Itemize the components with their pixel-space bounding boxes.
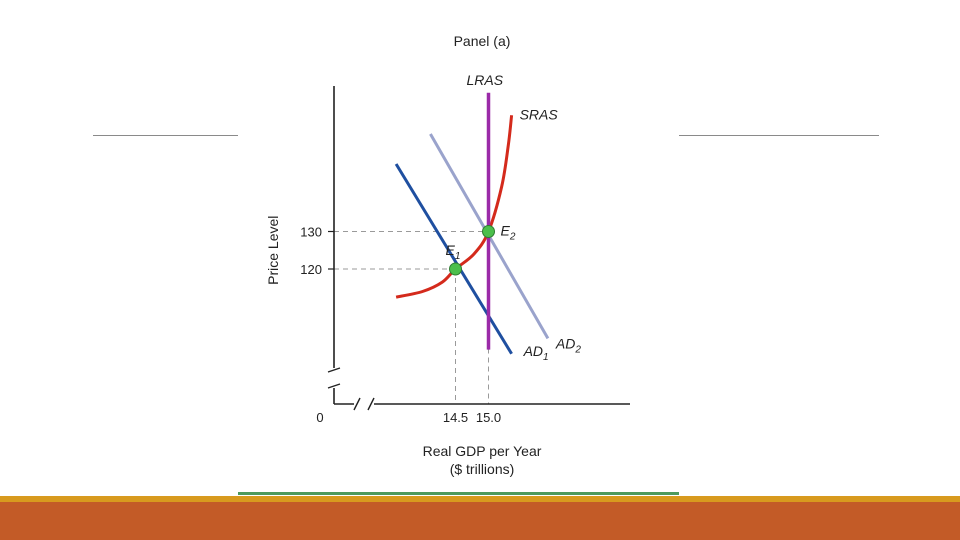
- sras-label: SRAS: [520, 106, 559, 122]
- lras-label: LRAS: [467, 72, 504, 88]
- x-tick-label: 14.5: [443, 410, 468, 425]
- guide-lines: [334, 231, 489, 404]
- ad1-label: AD1: [523, 343, 549, 363]
- y-tick-label: 120: [300, 262, 322, 277]
- e2-label: E2: [501, 223, 516, 243]
- series-labels: AD1 AD2 SRAS LRAS: [467, 72, 582, 363]
- ad-as-chart: Panel (a) Price Level Real GDP per Year …: [265, 33, 630, 477]
- y-tick-label: 130: [300, 225, 322, 240]
- x-axis-break-mark: [353, 397, 375, 411]
- sras-curve: [395, 115, 514, 299]
- e2-label-subscript: 2: [509, 232, 516, 243]
- footer-gold-stripe: [0, 496, 960, 502]
- ad2-label-subscript: 2: [574, 344, 581, 355]
- figure-underline: [238, 492, 679, 495]
- x-axis-unit-label: ($ trillions): [450, 461, 515, 477]
- y-axis-break-mark: [327, 367, 341, 389]
- e1-label-subscript: 1: [455, 251, 461, 262]
- ad2-label: AD2: [555, 335, 581, 355]
- slide-divider-right: [678, 135, 879, 136]
- footer-band: [0, 502, 960, 540]
- tick-labels: 120 130 14.5 15.0: [300, 225, 501, 426]
- chart-title: Panel (a): [454, 33, 511, 49]
- y-axis-label: Price Level: [265, 216, 281, 285]
- x-tick-label: 15.0: [476, 410, 501, 425]
- figure-card: [238, 18, 679, 493]
- ad1-label-subscript: 1: [543, 352, 549, 363]
- axes: [327, 86, 630, 411]
- series-lines: [394, 92, 550, 355]
- slide-divider-left: [93, 135, 239, 136]
- e1-point: [449, 262, 462, 276]
- ad1-line: [394, 163, 513, 355]
- e2-point: [482, 225, 495, 238]
- origin-label: 0: [316, 410, 323, 425]
- x-axis-label: Real GDP per Year: [423, 443, 542, 459]
